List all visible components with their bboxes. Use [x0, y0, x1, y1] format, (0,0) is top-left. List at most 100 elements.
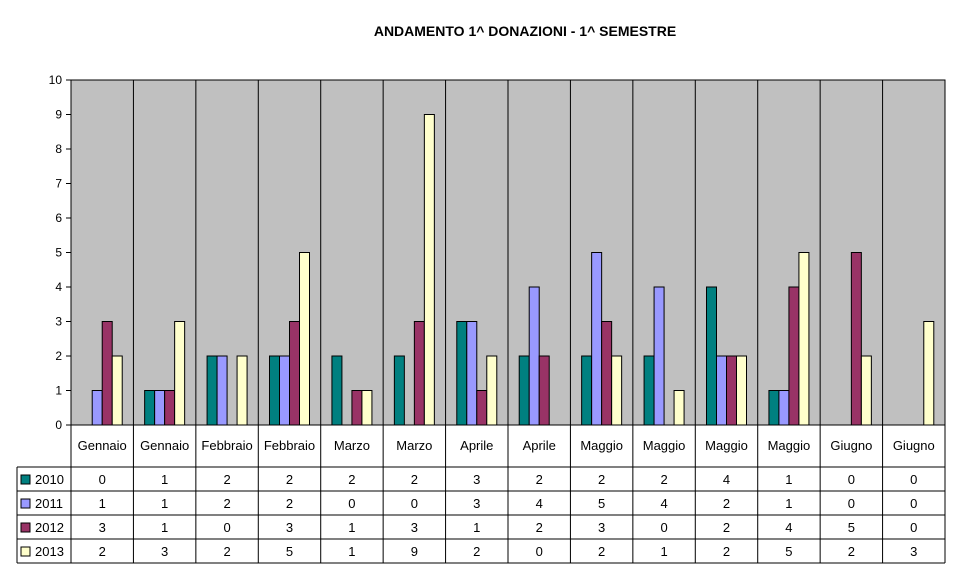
data-table-value: 0: [848, 496, 855, 511]
bar: [726, 355, 737, 426]
bar: [456, 321, 468, 426]
x-tick-label: Giugno: [893, 438, 935, 453]
bar: [101, 321, 113, 426]
bar: [206, 355, 218, 426]
bar: [476, 390, 488, 426]
data-table-value: 3: [286, 520, 293, 535]
bar: [591, 252, 603, 426]
data-table-value: 1: [161, 472, 168, 487]
data-table-value: 3: [473, 472, 480, 487]
data-table-value: 1: [473, 520, 480, 535]
data-table-value: 0: [910, 472, 917, 487]
bar: [611, 355, 623, 426]
data-table-value: 2: [598, 472, 605, 487]
bar: [528, 286, 540, 426]
bar: [236, 355, 248, 426]
data-table-value: 0: [348, 496, 355, 511]
bar: [361, 390, 373, 426]
data-table-value: 2: [848, 544, 855, 559]
data-table-value: 3: [598, 520, 605, 535]
legend-swatch: [20, 522, 31, 533]
bar: [518, 355, 530, 426]
data-table-value: 1: [660, 544, 667, 559]
data-table-value: 0: [910, 496, 917, 511]
x-tick-label: Gennaio: [140, 438, 189, 453]
data-table-value: 1: [348, 544, 355, 559]
bar: [216, 355, 228, 426]
y-tick-label: 5: [55, 246, 62, 260]
bar: [581, 355, 593, 426]
legend-label: 2011: [35, 496, 63, 511]
plot-area: [70, 79, 946, 426]
data-table-value: 2: [723, 544, 730, 559]
bar: [736, 355, 747, 426]
x-tick-label: Febbraio: [264, 438, 315, 453]
data-table-value: 1: [161, 496, 168, 511]
data-table-value: 3: [99, 520, 106, 535]
data-table-value: 9: [411, 544, 418, 559]
data-table-value: 4: [723, 472, 730, 487]
x-tick-label: Marzo: [334, 438, 370, 453]
y-tick-label: 3: [55, 315, 62, 329]
bar: [768, 390, 780, 426]
data-table-value: 5: [785, 544, 792, 559]
y-tick-label: 7: [55, 177, 62, 191]
data-table-value: 1: [785, 496, 792, 511]
bar: [423, 114, 435, 426]
data-table-value: 4: [785, 520, 792, 535]
legend-swatch: [20, 498, 31, 509]
y-tick-label: 0: [55, 418, 62, 432]
data-table-value: 2: [223, 544, 230, 559]
y-tick-label: 1: [55, 384, 62, 398]
bar: [269, 355, 280, 426]
y-tick-label: 9: [55, 108, 62, 122]
data-table-value: 2: [99, 544, 106, 559]
bar: [798, 252, 810, 426]
data-table-value: 5: [848, 520, 855, 535]
data-table-value: 2: [598, 544, 605, 559]
bar: [144, 390, 156, 426]
bar: [466, 321, 478, 426]
bar: [538, 355, 550, 426]
data-table-value: 0: [910, 520, 917, 535]
data-table-value: 2: [723, 520, 730, 535]
data-table-value: 2: [223, 496, 230, 511]
data-table-value: 4: [536, 496, 543, 511]
data-table-value: 1: [99, 496, 106, 511]
data-table-value: 5: [286, 544, 293, 559]
bar: [299, 252, 310, 426]
data-table-value: 0: [99, 472, 106, 487]
bar: [788, 286, 800, 426]
data-table-value: 5: [598, 496, 605, 511]
bar: [706, 286, 717, 426]
data-table-value: 1: [161, 520, 168, 535]
data-table-value: 0: [536, 544, 543, 559]
y-tick-label: 10: [49, 73, 63, 87]
data-table-value: 2: [286, 472, 293, 487]
data-table-value: 2: [348, 472, 355, 487]
bar: [716, 355, 727, 426]
legend-swatch: [20, 474, 31, 485]
x-tick-label: Maggio: [705, 438, 748, 453]
y-tick-label: 2: [55, 349, 62, 363]
data-table-value: 3: [910, 544, 917, 559]
data-table: Gennaio Gennaio Febbraio Febbraio Marzo Marzo…: [16, 425, 946, 564]
bar: [413, 321, 425, 426]
data-table-value: 0: [848, 472, 855, 487]
y-tick-label: 8: [55, 142, 62, 156]
data-table-value: 2: [536, 520, 543, 535]
data-table-value: 2: [286, 496, 293, 511]
x-tick-label: Maggio: [580, 438, 623, 453]
bar: [111, 355, 123, 426]
data-table-value: 2: [536, 472, 543, 487]
data-table-value: 2: [723, 496, 730, 511]
bar: [164, 390, 176, 426]
data-table-value: 3: [473, 496, 480, 511]
chart-title: ANDAMENTO 1^ DONAZIONI - 1^ SEMESTRE: [374, 23, 676, 39]
bar: [486, 355, 498, 426]
data-table-value: 4: [660, 496, 667, 511]
y-tick-label: 6: [55, 211, 62, 225]
data-table-value: 2: [473, 544, 480, 559]
x-tick-label: Aprile: [460, 438, 493, 453]
y-tick-label: 4: [55, 280, 62, 294]
